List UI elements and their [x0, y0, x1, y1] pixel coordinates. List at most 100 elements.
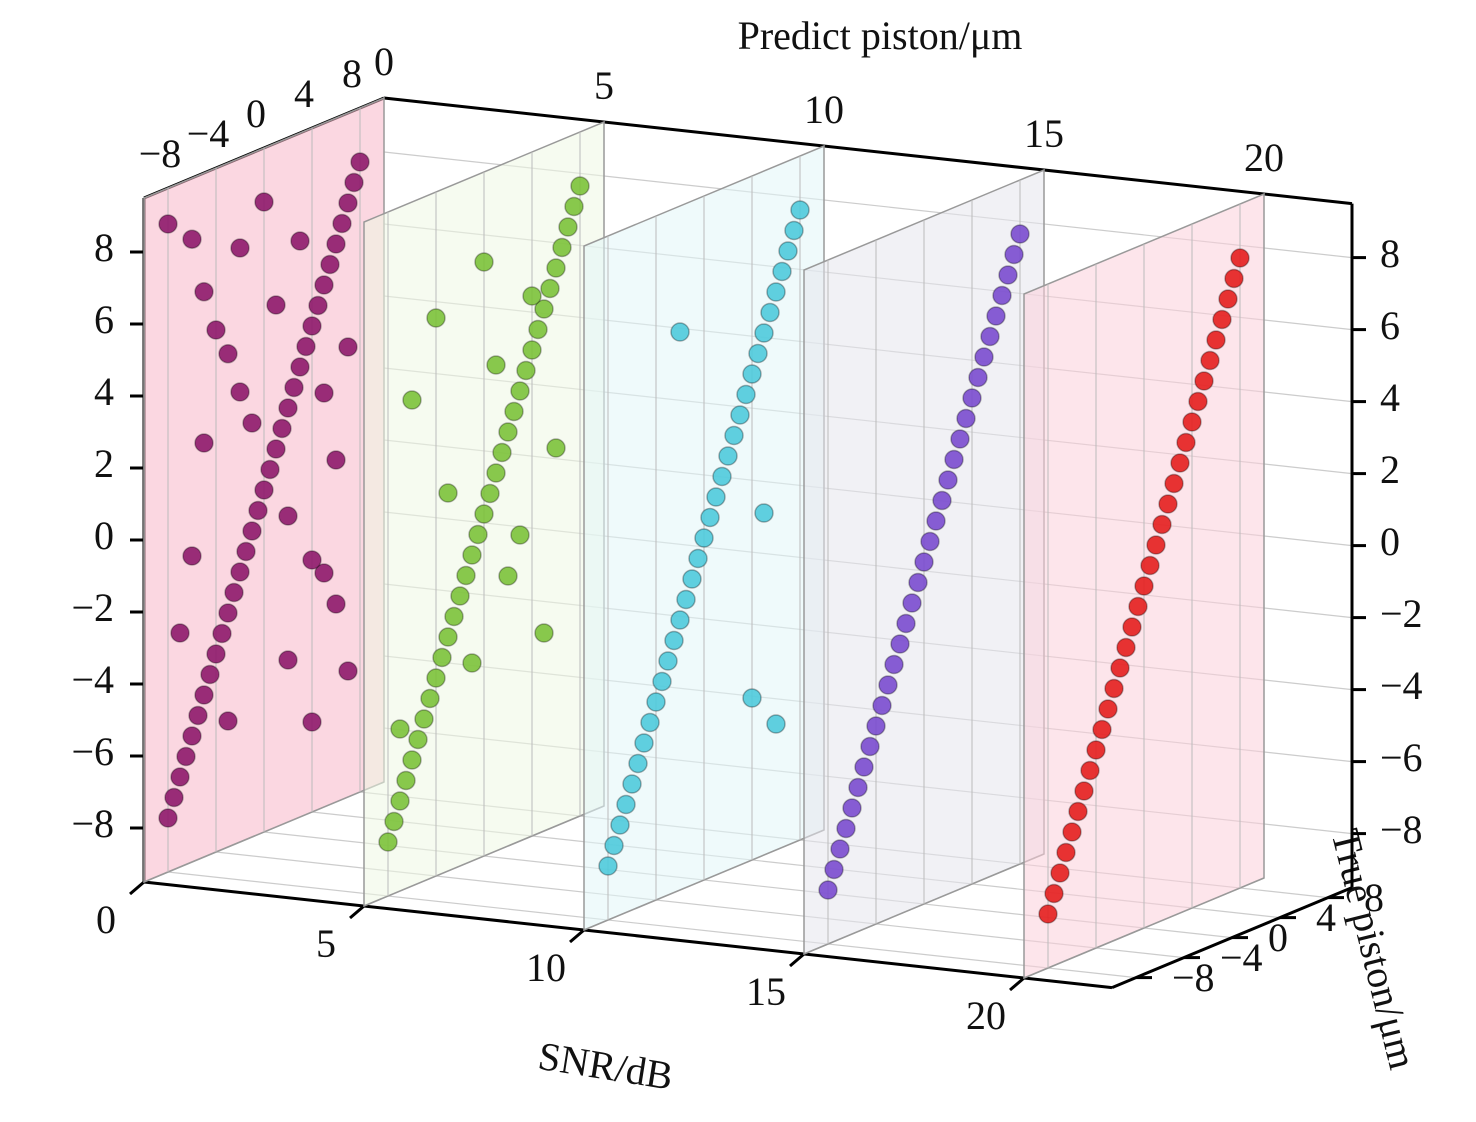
point — [564, 196, 584, 217]
point — [438, 483, 458, 503]
x-tick-label-top: 0 — [374, 39, 394, 84]
point — [272, 418, 292, 439]
point — [790, 200, 810, 220]
point — [1122, 617, 1142, 637]
point — [408, 729, 428, 750]
point — [986, 306, 1006, 326]
point — [766, 714, 786, 734]
point — [320, 254, 340, 275]
z-tick-label: 4 — [94, 369, 114, 414]
point — [992, 285, 1012, 306]
y-tick-label-top: −8 — [139, 131, 182, 176]
point — [158, 214, 178, 234]
point — [170, 767, 190, 787]
point — [1194, 371, 1214, 391]
point — [522, 286, 542, 306]
y-tick-label: 8 — [1364, 875, 1384, 920]
z-tick-label: 0 — [94, 513, 114, 558]
point — [338, 337, 358, 357]
z-tick-label: −8 — [71, 801, 114, 846]
point — [248, 500, 268, 521]
tick-mark — [1009, 976, 1025, 992]
point — [962, 388, 982, 408]
point — [254, 192, 274, 212]
point — [338, 661, 358, 681]
point — [920, 531, 940, 552]
point — [1134, 576, 1154, 596]
point — [1188, 391, 1208, 412]
z-tick-label-right: 0 — [1380, 519, 1400, 564]
tick-mark — [129, 880, 145, 896]
point — [492, 442, 512, 463]
point — [1062, 822, 1082, 842]
point — [1158, 494, 1178, 514]
point — [1038, 904, 1058, 924]
z-tick-label: −2 — [71, 585, 114, 630]
point — [450, 586, 470, 606]
point — [170, 623, 190, 643]
point — [1152, 514, 1172, 535]
z-tick-label: 6 — [94, 297, 114, 342]
x-tick-label: 0 — [96, 897, 116, 942]
z-axis-title: Predict piston/μm — [738, 13, 1023, 58]
point — [598, 856, 618, 876]
point — [718, 446, 738, 466]
point — [784, 220, 804, 241]
point — [616, 794, 636, 815]
point — [486, 355, 506, 375]
grid-line — [167, 871, 1137, 979]
point — [1170, 453, 1190, 473]
point — [534, 623, 554, 643]
z-tick-label-right: −8 — [1380, 807, 1423, 852]
point — [378, 832, 398, 852]
z-tick-label: 2 — [94, 441, 114, 486]
point — [848, 777, 868, 798]
point — [498, 566, 518, 586]
point — [748, 343, 768, 364]
point — [1218, 289, 1238, 309]
point — [266, 439, 286, 459]
point — [230, 238, 250, 258]
point — [1056, 842, 1076, 863]
y-tick-label: 4 — [1316, 895, 1336, 940]
point — [950, 429, 970, 449]
point — [742, 688, 762, 708]
point — [278, 650, 298, 670]
point — [842, 798, 862, 818]
point — [1010, 224, 1030, 244]
point — [896, 613, 916, 634]
y-tick-label: 0 — [1268, 915, 1288, 960]
point — [224, 582, 244, 603]
point — [890, 634, 910, 654]
point — [998, 265, 1018, 285]
point — [194, 282, 214, 302]
point — [1044, 883, 1064, 904]
point — [456, 565, 476, 586]
point — [1212, 309, 1232, 330]
point — [426, 308, 446, 328]
point — [236, 541, 256, 562]
point — [652, 671, 672, 692]
point — [570, 176, 590, 196]
tick-mark — [789, 952, 805, 968]
point — [414, 709, 434, 729]
point — [1080, 760, 1100, 781]
point — [640, 712, 660, 733]
point — [628, 753, 648, 774]
point — [278, 398, 298, 418]
point — [730, 405, 750, 425]
point — [1200, 350, 1220, 371]
point — [438, 627, 458, 647]
point — [622, 774, 642, 794]
point — [552, 237, 572, 258]
point — [182, 546, 202, 566]
y-tick-label: −4 — [1220, 935, 1263, 980]
point — [296, 336, 316, 357]
point — [634, 733, 654, 753]
point — [302, 316, 322, 336]
point — [866, 716, 886, 736]
point — [1140, 555, 1160, 576]
x-tick-label: 10 — [526, 945, 566, 990]
y-tick-label-top: 8 — [342, 51, 362, 96]
